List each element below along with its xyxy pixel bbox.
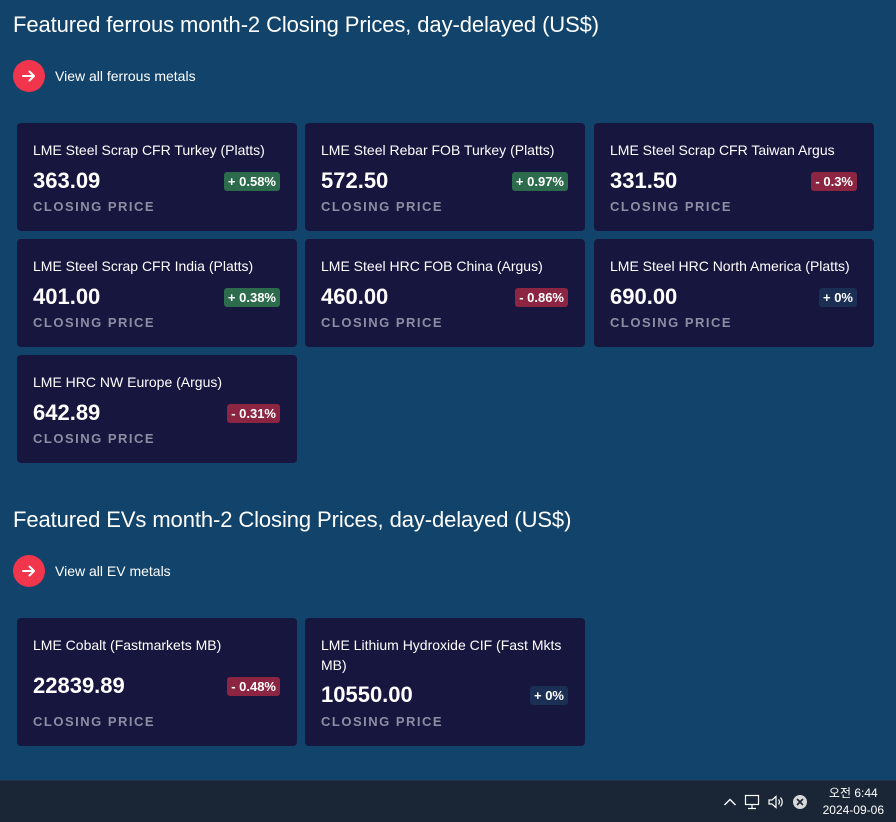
price-card[interactable]: LME Steel Scrap CFR India (Platts) 401.0… — [17, 239, 297, 347]
card-metal-name: LME HRC NW Europe (Argus) — [33, 374, 223, 390]
card-price: 363.09 — [33, 168, 101, 193]
card-price-label: CLOSING PRICE — [321, 315, 444, 330]
card-price: 690.00 — [610, 284, 678, 309]
card-metal-name: LME Steel HRC North America (Platts) — [610, 258, 850, 274]
card-metal-name: LME Steel Scrap CFR Taiwan Argus — [610, 142, 835, 158]
section-title-ferrous: Featured ferrous month-2 Closing Prices,… — [13, 12, 600, 37]
card-price-label: CLOSING PRICE — [610, 315, 733, 330]
taskbar: 오전 6:44 2024-09-06 — [0, 780, 896, 822]
card-metal-name: LME Steel Scrap CFR India (Platts) — [33, 258, 254, 274]
card-price-label: CLOSING PRICE — [321, 199, 444, 214]
card-price-label: CLOSING PRICE — [33, 199, 156, 214]
card-price: 331.50 — [610, 168, 678, 193]
card-metal-name: LME Steel Scrap CFR Turkey (Platts) — [33, 142, 265, 158]
change-badge: - 0.86% — [515, 288, 568, 307]
card-price-label: CLOSING PRICE — [610, 199, 733, 214]
arrow-right-icon — [13, 60, 45, 92]
clock-date: 2024-09-06 — [822, 803, 884, 817]
change-badge: - 0.3% — [811, 172, 857, 191]
card-price: 401.00 — [33, 284, 101, 309]
view-all-ferrous-link[interactable]: View all ferrous metals — [13, 60, 196, 92]
card-price: 10550.00 — [321, 682, 413, 707]
price-card[interactable]: LME HRC NW Europe (Argus) 642.89 CLOSING… — [17, 355, 297, 463]
change-badge: + 0% — [819, 288, 857, 307]
card-price-label: CLOSING PRICE — [33, 714, 156, 729]
price-card[interactable]: LME Steel Rebar FOB Turkey (Platts) 572.… — [305, 123, 585, 231]
volume-icon[interactable] — [767, 793, 785, 811]
view-all-ev-label: View all EV metals — [55, 563, 171, 579]
card-price-label: CLOSING PRICE — [33, 315, 156, 330]
change-badge: + 0.38% — [223, 288, 280, 307]
price-card[interactable]: LME Steel HRC North America (Platts) 690… — [594, 239, 874, 347]
card-metal-name: LME Steel Rebar FOB Turkey (Platts) — [321, 142, 555, 158]
chevron-up-icon[interactable] — [721, 793, 739, 811]
card-price: 572.50 — [321, 168, 389, 193]
price-card[interactable]: LME Cobalt (Fastmarkets MB) 22839.89 CLO… — [17, 618, 297, 746]
view-all-ev-link[interactable]: View all EV metals — [13, 555, 171, 587]
card-metal-name: LME Lithium Hydroxide CIF (Fast Mkts MB) — [321, 637, 562, 673]
change-badge: + 0.97% — [511, 172, 568, 191]
price-card[interactable]: LME Steel Scrap CFR Taiwan Argus 331.50 … — [594, 123, 874, 231]
price-card[interactable]: LME Lithium Hydroxide CIF (Fast Mkts MB)… — [305, 618, 585, 746]
arrow-right-icon — [13, 555, 45, 587]
change-badge: + 0.58% — [223, 172, 280, 191]
card-price: 460.00 — [321, 284, 389, 309]
close-circle-icon[interactable] — [791, 793, 809, 811]
change-badge: - 0.48% — [227, 677, 280, 696]
card-metal-name: LME Steel HRC FOB China (Argus) — [321, 258, 543, 274]
view-all-ferrous-label: View all ferrous metals — [55, 68, 196, 84]
system-clock[interactable]: 오전 6:44 2024-09-06 — [823, 785, 884, 819]
change-badge: + 0% — [530, 686, 568, 705]
card-price: 642.89 — [33, 400, 101, 425]
card-price-label: CLOSING PRICE — [321, 714, 444, 729]
card-metal-name: LME Cobalt (Fastmarkets MB) — [33, 637, 222, 653]
price-card[interactable]: LME Steel Scrap CFR Turkey (Platts) 363.… — [17, 123, 297, 231]
card-price-label: CLOSING PRICE — [33, 431, 156, 446]
card-price: 22839.89 — [33, 673, 125, 698]
section-title-evs: Featured EVs month-2 Closing Prices, day… — [13, 507, 572, 532]
change-badge: - 0.31% — [227, 404, 280, 423]
price-card[interactable]: LME Steel HRC FOB China (Argus) 460.00 C… — [305, 239, 585, 347]
network-icon[interactable] — [744, 793, 762, 811]
clock-time: 오전 6:44 — [828, 786, 878, 800]
